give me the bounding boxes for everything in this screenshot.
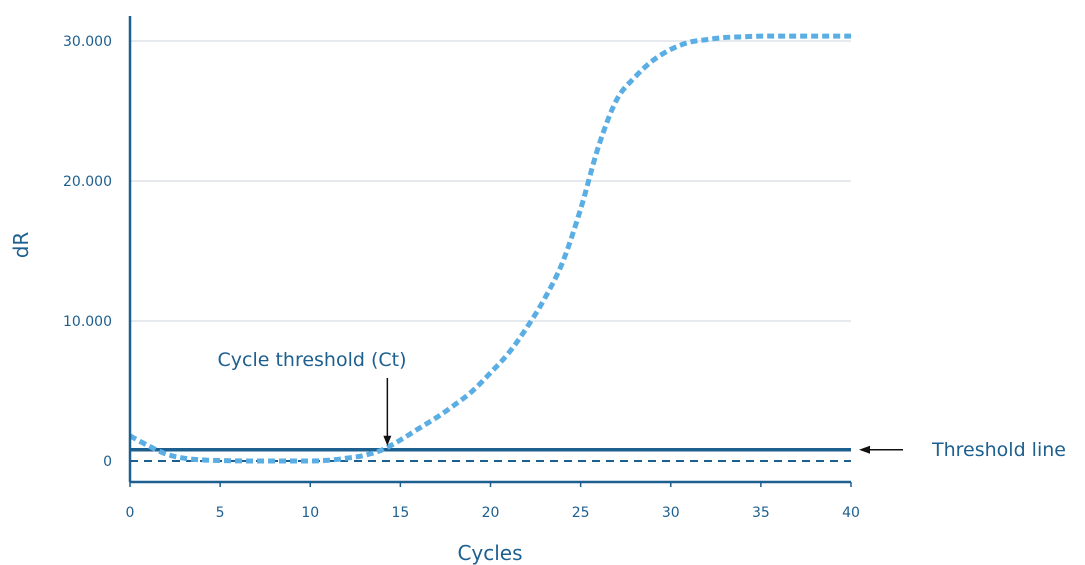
y-tick-label: 20.000 — [63, 174, 112, 190]
ct-arrow-head — [383, 435, 392, 446]
y-axis-title: dR — [9, 232, 33, 259]
threshold-line-label: Threshold line — [931, 439, 1066, 461]
threshold-arrow-head — [859, 445, 870, 454]
x-tick-label: 5 — [216, 505, 225, 521]
series-layer — [128, 33, 851, 464]
x-tick-label: 10 — [301, 505, 319, 521]
y-tick-label: 0 — [103, 454, 112, 470]
x-tick-label: 35 — [752, 505, 770, 521]
axes-layer — [128, 16, 852, 487]
x-tick-label: 40 — [842, 505, 860, 521]
grid-layer — [130, 40, 851, 322]
x-tick-label: 25 — [572, 505, 590, 521]
ct-annotation-label: Cycle threshold (Ct) — [217, 349, 406, 371]
x-axis-title: Cycles — [457, 541, 522, 565]
x-tick-label: 15 — [391, 505, 409, 521]
annotations-layer — [383, 378, 903, 454]
labels-layer: 0 10.000 20.000 30.000 0 5 10 15 20 25 30 35 40 — [63, 34, 860, 521]
reference-lines-layer — [130, 448, 851, 462]
x-tick-label: 20 — [482, 505, 500, 521]
x-tick-label: 30 — [662, 505, 680, 521]
y-tick-label: 10.000 — [63, 314, 112, 330]
x-tick-label: 0 — [126, 505, 135, 521]
y-tick-label: 30.000 — [63, 34, 112, 50]
amplification-curve — [128, 33, 851, 464]
